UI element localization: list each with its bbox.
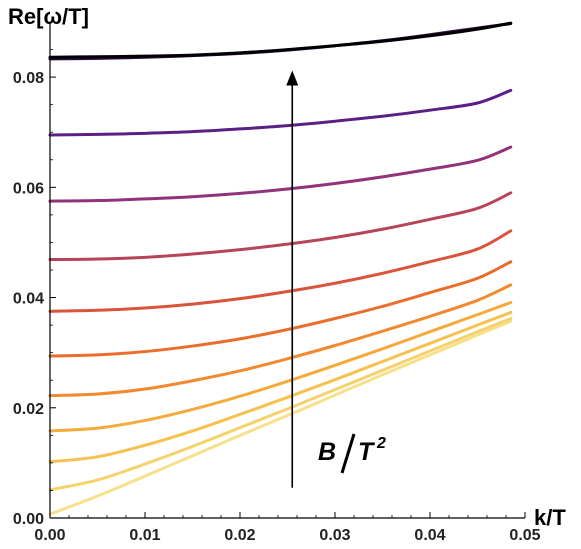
y-ticks: 0.00 0.02 0.04 0.06 0.08: [13, 21, 56, 528]
annotation-power: 2: [376, 435, 386, 452]
y-tick-label: 0.02: [13, 401, 44, 418]
x-tick-label: 0.03: [319, 527, 350, 544]
series-line-12: [48, 21, 513, 59]
annotation-slash: [340, 433, 356, 474]
x-tick-label: 0.01: [129, 527, 160, 544]
x-axis-title: k/T: [534, 505, 566, 530]
annotation-numerator: B: [318, 438, 336, 466]
axes: [49, 22, 525, 519]
x-tick-label: 0.02: [224, 527, 255, 544]
y-axis-title: Re[ω/T]: [8, 4, 89, 29]
series-line-6: [48, 260, 513, 358]
x-tick-label: 0.00: [34, 527, 65, 544]
trend-arrow: [286, 70, 299, 488]
y-tick-label: 0.06: [13, 180, 44, 197]
y-tick-label: 0.04: [13, 291, 44, 308]
series-layer: [48, 21, 513, 516]
parameter-annotation: B T 2: [318, 433, 386, 474]
x-tick-label: 0.05: [509, 527, 540, 544]
annotation-denominator: T: [358, 438, 376, 466]
series-line-11: [48, 22, 513, 61]
y-tick-label: 0.00: [13, 511, 44, 528]
series-line-7: [48, 229, 513, 313]
x-ticks: 0.00 0.01 0.02 0.03 0.04 0.05: [34, 512, 541, 544]
series-line-2: [48, 317, 513, 492]
series-line-1: [48, 319, 513, 516]
arrow-head: [286, 70, 299, 86]
series-line-9: [48, 145, 513, 203]
series-line-10: [48, 88, 513, 137]
series-line-3: [48, 310, 513, 464]
y-tick-label: 0.08: [13, 70, 44, 87]
x-tick-label: 0.04: [414, 527, 445, 544]
series-line-4: [48, 301, 513, 433]
series-line-5: [48, 283, 513, 398]
series-line-8: [48, 191, 513, 262]
